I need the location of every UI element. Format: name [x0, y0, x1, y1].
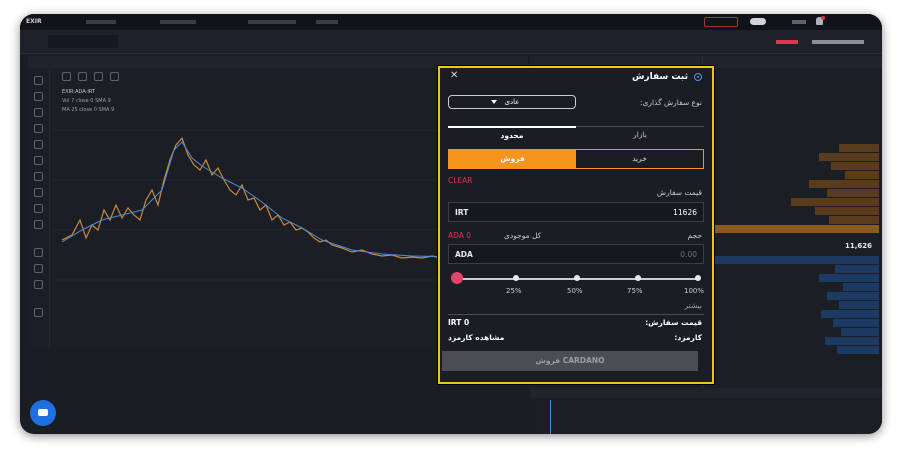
- balance-value[interactable]: ADA 0: [448, 231, 472, 240]
- volume-currency: ADA: [455, 250, 473, 259]
- ma-line: [61, 141, 463, 258]
- horizontal-line-icon[interactable]: [34, 108, 43, 117]
- notification-dot: [821, 16, 825, 20]
- volume-placeholder: 0.00: [680, 250, 697, 259]
- top-nav: EXIR: [20, 14, 882, 30]
- nav-item[interactable]: [86, 20, 116, 24]
- crosshair-icon[interactable]: [34, 76, 43, 85]
- tab-limit[interactable]: محدود: [448, 126, 576, 140]
- summary-title: بیشتر: [684, 301, 702, 310]
- price-currency: IRT: [455, 208, 469, 217]
- brush-icon[interactable]: [34, 124, 43, 133]
- brand-logo: EXIR: [26, 18, 42, 25]
- volume-input[interactable]: ADA 0.00: [448, 244, 704, 264]
- depth-chart-panel: [530, 388, 882, 434]
- chevron-down-icon: [491, 100, 497, 104]
- chart-legend: EXIR:ADA-IRT Vol 7 close 0 SMA 9 MA 25 c…: [62, 88, 114, 115]
- order-type-label: نوع سفارش گذاری:: [640, 98, 702, 107]
- fee-link[interactable]: مشاهده کارمزد: [448, 333, 505, 342]
- pct-75: 75%: [627, 287, 643, 295]
- nav-item[interactable]: [316, 20, 338, 24]
- nav-item[interactable]: [160, 20, 196, 24]
- magnet-icon[interactable]: [34, 248, 43, 257]
- bell-icon[interactable]: [816, 17, 823, 25]
- ruler-icon[interactable]: [34, 204, 43, 213]
- language-button[interactable]: [704, 17, 738, 27]
- clear-button[interactable]: CLEAR: [448, 176, 473, 185]
- add-indicator-icon[interactable]: [62, 72, 71, 81]
- summary-divider: [448, 314, 704, 315]
- legend-ma: MA 25 close 0 SMA 9: [62, 107, 115, 113]
- zoom-icon[interactable]: [34, 220, 43, 229]
- chart-header: [28, 56, 528, 68]
- slider-stop-25[interactable]: [513, 275, 519, 281]
- depth-chart-header: [530, 388, 882, 398]
- modal-header: ثبت سفارش ✕: [440, 68, 712, 86]
- trend-line-icon[interactable]: [34, 92, 43, 101]
- order-price-label: قیمت سفارش:: [645, 318, 702, 327]
- price-line: [61, 136, 463, 259]
- sell-side-button[interactable]: فروش: [449, 150, 576, 168]
- price-value: 11626: [673, 208, 697, 217]
- measure-icon[interactable]: [34, 172, 43, 181]
- order-type-select[interactable]: عادی: [448, 95, 576, 109]
- price-label: قیمت سفارش: [656, 188, 702, 197]
- legend-volume: Vol 7 close 0 SMA 9: [62, 98, 111, 104]
- amount-slider-handle[interactable]: [451, 272, 463, 284]
- buy-side-button[interactable]: خرید: [632, 154, 647, 163]
- fullscreen-icon[interactable]: [94, 72, 103, 81]
- settings-icon[interactable]: [110, 72, 119, 81]
- pct-25: 25%: [506, 287, 522, 295]
- depth-axis: [550, 400, 551, 434]
- price-input[interactable]: IRT 11626: [448, 202, 704, 222]
- order-price-value: IRT 0: [448, 318, 470, 327]
- text-icon[interactable]: [34, 140, 43, 149]
- order-side-toggle: فروش خرید: [448, 149, 704, 169]
- trash-icon[interactable]: [34, 308, 43, 317]
- support-chat-button[interactable]: [30, 400, 56, 426]
- order-book-panel: 11,626: [702, 56, 882, 434]
- close-icon[interactable]: ✕: [450, 70, 459, 81]
- lock-icon[interactable]: [34, 264, 43, 273]
- slider-stop-100[interactable]: [695, 275, 701, 281]
- pattern-icon[interactable]: [34, 156, 43, 165]
- drawing-tools: [28, 70, 50, 348]
- slider-stop-75[interactable]: [635, 275, 641, 281]
- modal-title: ثبت سفارش: [631, 72, 688, 82]
- market-selector[interactable]: [48, 35, 118, 48]
- slider-stop-50[interactable]: [574, 275, 580, 281]
- tab-market[interactable]: بازار: [576, 126, 704, 140]
- fib-icon[interactable]: [34, 188, 43, 197]
- mid-price: 11,626: [844, 242, 872, 250]
- camera-icon[interactable]: [78, 72, 87, 81]
- radio-icon: [694, 73, 702, 81]
- market-subbar: [20, 30, 882, 54]
- balance-label: کل موجودی: [504, 231, 542, 240]
- chat-icon: [38, 409, 48, 416]
- trades-header: [530, 56, 710, 68]
- nav-item[interactable]: [248, 20, 296, 24]
- fee-label: کارمزد:: [674, 333, 702, 342]
- eye-icon[interactable]: [34, 280, 43, 289]
- pct-50: 50%: [567, 287, 583, 295]
- order-type-value: عادی: [504, 98, 520, 106]
- last-price: [812, 40, 864, 44]
- theme-toggle[interactable]: [750, 18, 766, 25]
- volume-label: حجم: [687, 231, 702, 240]
- price-change: [776, 40, 798, 44]
- pct-100: 100%: [684, 287, 705, 295]
- order-modal: ثبت سفارش ✕ نوع سفارش گذاری: عادی محدود …: [438, 66, 714, 384]
- submit-sell-button[interactable]: فروش CARDANO: [442, 351, 698, 371]
- user-menu[interactable]: [792, 20, 806, 24]
- order-book-header: [703, 56, 882, 68]
- chart-symbol: EXIR:ADA-IRT: [62, 89, 96, 95]
